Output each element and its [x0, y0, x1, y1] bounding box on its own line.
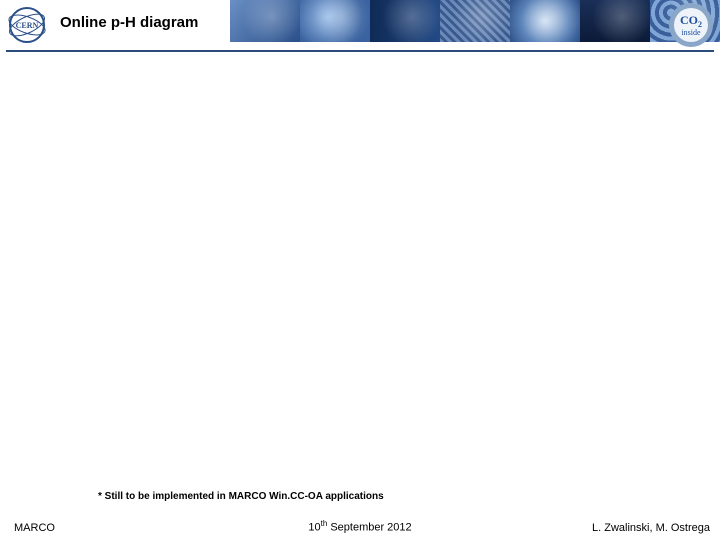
header-banner: [230, 0, 720, 42]
header-divider: [6, 50, 714, 52]
banner-tile: [580, 0, 650, 42]
banner-tile: [440, 0, 510, 42]
cern-logo-icon: CERN: [6, 4, 48, 46]
page-title: Online p-H diagram: [60, 14, 198, 31]
svg-text:CERN: CERN: [16, 21, 39, 30]
footer-date-day: 10: [308, 522, 320, 534]
footer-authors: L. Zwalinski, M. Ostrega: [592, 522, 710, 534]
footnote-text: * Still to be implemented in MARCO Win.C…: [98, 491, 384, 502]
svg-text:inside: inside: [681, 28, 701, 37]
banner-tile: [230, 0, 300, 42]
header: CERN CO2 inside Online p-H diagram: [0, 0, 720, 54]
banner-tile: [370, 0, 440, 42]
banner-tile: [510, 0, 580, 42]
co2-inside-logo-icon: CO2 inside: [668, 2, 714, 48]
banner-tile: [300, 0, 370, 42]
footer: MARCO 10th September 2012 L. Zwalinski, …: [0, 516, 720, 534]
footer-date-rest: September 2012: [327, 522, 411, 534]
slide: CERN CO2 inside Online p-H diagram * Sti…: [0, 0, 720, 540]
